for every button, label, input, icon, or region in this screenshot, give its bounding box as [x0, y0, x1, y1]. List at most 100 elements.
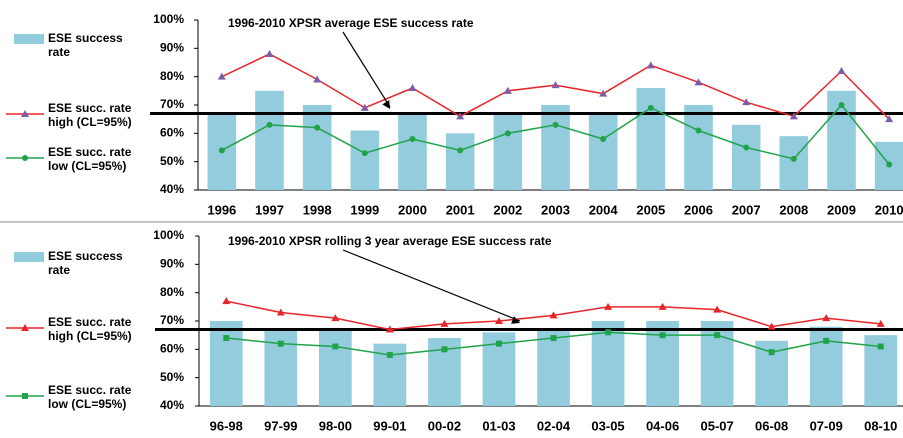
x-tick-label: 96-98 — [210, 418, 243, 433]
x-tick-label: 2001 — [446, 202, 475, 217]
marker — [646, 61, 655, 69]
marker — [223, 335, 230, 341]
x-tick-label: 2004 — [589, 202, 619, 217]
marker — [408, 84, 417, 91]
marker — [385, 325, 394, 333]
bar — [398, 113, 427, 190]
x-tick-label: 1997 — [255, 202, 284, 217]
marker — [743, 144, 750, 151]
legend-label: ESE succ. rate high (CL=95%) — [48, 101, 132, 129]
marker — [713, 305, 722, 313]
x-tick-label: 98-00 — [319, 418, 352, 433]
legend-label: ESE success rate — [48, 31, 123, 59]
x-tick-label: 2007 — [732, 202, 761, 217]
marker — [823, 337, 830, 344]
x-tick-label: 04-06 — [646, 418, 679, 433]
bar — [731, 124, 761, 190]
annotation: 1996-2010 XPSR average ESE success rate — [228, 16, 474, 30]
y-tick-label: 70% — [160, 97, 184, 111]
y-tick-label: 70% — [160, 313, 184, 327]
marker — [877, 343, 884, 350]
bar — [537, 329, 570, 406]
legend-label: ESE succ. rate high (CL=95%) — [48, 315, 132, 343]
marker — [504, 130, 511, 137]
marker — [494, 317, 503, 324]
bar — [318, 329, 352, 406]
bar — [779, 136, 809, 190]
legend-label: ESE succ. rate low (CL=95%) — [48, 145, 132, 173]
legend-swatch — [14, 252, 44, 262]
marker — [604, 302, 613, 310]
y-tick-label: 90% — [160, 257, 184, 271]
y-tick-label: 50% — [160, 154, 184, 168]
marker — [822, 314, 831, 322]
marker — [658, 302, 667, 310]
y-tick-label: 90% — [160, 41, 184, 55]
bar — [350, 130, 380, 190]
marker — [265, 50, 274, 57]
x-tick-label: 97-99 — [264, 418, 297, 433]
x-tick-label: 01-03 — [482, 418, 515, 433]
y-tick-label: 40% — [160, 398, 184, 412]
x-tick-label: 2002 — [493, 202, 522, 217]
x-tick-label: 00-02 — [428, 418, 461, 433]
bar — [445, 133, 475, 190]
marker — [386, 352, 393, 358]
x-tick-label: 2010 — [875, 202, 903, 217]
legend-label: ESE success rate — [48, 249, 123, 277]
x-tick-label: 06-08 — [755, 418, 788, 433]
x-tick-label: 2000 — [398, 202, 427, 217]
bar — [255, 90, 284, 190]
marker — [313, 75, 322, 83]
marker — [440, 319, 449, 327]
marker — [838, 102, 845, 108]
marker — [600, 136, 607, 142]
x-tick-label: 02-04 — [537, 418, 571, 433]
marker — [314, 124, 321, 131]
marker — [790, 155, 797, 162]
annotation-arrow — [342, 31, 391, 108]
bar — [684, 105, 713, 190]
bar — [493, 113, 523, 190]
marker — [21, 110, 29, 117]
bar — [209, 321, 243, 406]
x-tick-label: 1999 — [350, 202, 379, 217]
arrow-head — [382, 100, 390, 109]
marker — [222, 297, 231, 305]
marker — [21, 324, 29, 331]
x-tick-label: 08-10 — [864, 418, 897, 433]
marker — [659, 332, 666, 339]
bar — [302, 105, 332, 190]
marker — [409, 136, 416, 142]
marker — [331, 314, 340, 322]
marker — [647, 104, 654, 111]
marker — [599, 89, 608, 97]
y-tick-label: 80% — [160, 69, 184, 83]
marker — [714, 332, 721, 339]
y-tick-label: 100% — [153, 228, 184, 242]
x-tick-label: 2009 — [827, 202, 856, 217]
marker — [361, 150, 368, 157]
marker — [550, 335, 557, 341]
marker — [217, 72, 226, 80]
marker — [768, 349, 775, 356]
bar — [541, 105, 570, 190]
marker — [276, 308, 285, 316]
marker — [767, 322, 776, 330]
marker — [332, 343, 339, 350]
marker — [885, 115, 894, 123]
marker — [503, 86, 512, 94]
marker — [441, 346, 448, 353]
marker — [22, 393, 28, 399]
legend-swatch — [14, 34, 44, 44]
y-tick-label: 100% — [153, 12, 184, 26]
marker — [695, 127, 702, 134]
x-tick-label: 1996 — [207, 202, 236, 217]
x-tick-label: 2008 — [779, 202, 808, 217]
marker — [837, 67, 846, 74]
marker — [22, 155, 28, 161]
x-tick-label: 03-05 — [591, 418, 624, 433]
arrow-head — [511, 316, 520, 324]
